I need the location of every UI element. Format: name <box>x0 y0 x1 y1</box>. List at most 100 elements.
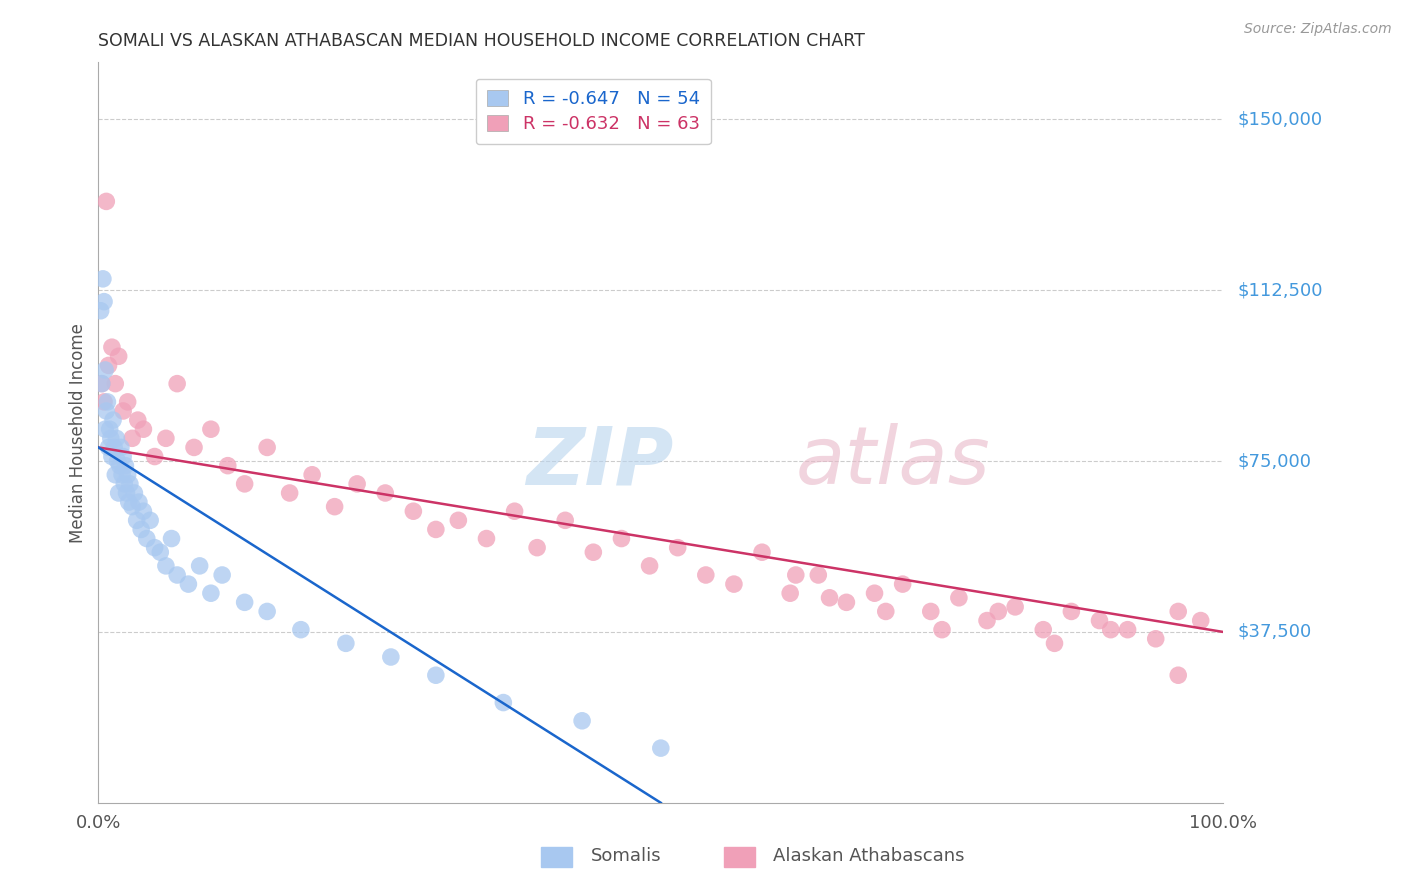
Alaskan Athabascans <box>256 441 278 455</box>
Somalis <box>112 450 135 464</box>
Somalis <box>112 476 135 491</box>
Text: $112,500: $112,500 <box>1237 281 1323 299</box>
Alaskan Athabascans <box>93 395 115 409</box>
Somalis <box>110 441 132 455</box>
Somalis <box>380 650 402 665</box>
Alaskan Athabascans <box>278 486 301 500</box>
Alaskan Athabascans <box>104 376 127 391</box>
Alaskan Athabascans <box>475 532 498 546</box>
Alaskan Athabascans <box>217 458 239 473</box>
Alaskan Athabascans <box>554 513 576 527</box>
Somalis <box>111 467 134 482</box>
Alaskan Athabascans <box>582 545 605 559</box>
Alaskan Athabascans <box>526 541 548 555</box>
Alaskan Athabascans <box>666 541 689 555</box>
Somalis <box>149 545 172 559</box>
Somalis <box>100 431 122 445</box>
Somalis <box>143 541 166 555</box>
Alaskan Athabascans <box>425 523 447 537</box>
Alaskan Athabascans <box>107 349 129 363</box>
Somalis <box>188 558 211 573</box>
Somalis <box>128 495 150 509</box>
Alaskan Athabascans <box>1144 632 1167 646</box>
Somalis <box>96 404 118 418</box>
Alaskan Athabascans <box>503 504 526 518</box>
Alaskan Athabascans <box>200 422 222 436</box>
Alaskan Athabascans <box>121 431 143 445</box>
Alaskan Athabascans <box>818 591 841 605</box>
Y-axis label: Median Household Income: Median Household Income <box>69 323 87 542</box>
Somalis <box>425 668 447 682</box>
Alaskan Athabascans <box>785 568 807 582</box>
Somalis <box>107 454 129 468</box>
Somalis <box>115 486 138 500</box>
Alaskan Athabascans <box>166 376 188 391</box>
Somalis <box>97 441 120 455</box>
Somalis <box>104 467 127 482</box>
Alaskan Athabascans <box>183 441 205 455</box>
Alaskan Athabascans <box>1167 668 1189 682</box>
Somalis <box>125 513 148 527</box>
Alaskan Athabascans <box>891 577 914 591</box>
Alaskan Athabascans <box>155 431 177 445</box>
Text: SOMALI VS ALASKAN ATHABASCAN MEDIAN HOUSEHOLD INCOME CORRELATION CHART: SOMALI VS ALASKAN ATHABASCAN MEDIAN HOUS… <box>98 32 865 50</box>
Text: $37,500: $37,500 <box>1237 623 1312 641</box>
Somalis <box>129 523 152 537</box>
Somalis <box>107 486 129 500</box>
Alaskan Athabascans <box>1043 636 1066 650</box>
Somalis <box>114 458 136 473</box>
Somalis <box>200 586 222 600</box>
Text: atlas: atlas <box>796 423 991 501</box>
Somalis <box>98 422 121 436</box>
Somalis <box>650 741 672 756</box>
Text: $75,000: $75,000 <box>1237 452 1312 470</box>
Alaskan Athabascans <box>90 376 112 391</box>
Alaskan Athabascans <box>875 604 897 618</box>
Alaskan Athabascans <box>1032 623 1054 637</box>
Somalis <box>121 500 143 514</box>
Somalis <box>91 272 114 286</box>
Alaskan Athabascans <box>233 476 256 491</box>
Somalis <box>139 513 162 527</box>
Text: $150,000: $150,000 <box>1237 111 1322 128</box>
Somalis <box>90 376 112 391</box>
Somalis <box>93 294 115 309</box>
Alaskan Athabascans <box>931 623 953 637</box>
Somalis <box>103 441 125 455</box>
Alaskan Athabascans <box>374 486 396 500</box>
Somalis <box>290 623 312 637</box>
Alaskan Athabascans <box>1060 604 1083 618</box>
Somalis <box>101 450 124 464</box>
Somalis <box>96 395 118 409</box>
Somalis <box>233 595 256 609</box>
Somalis <box>256 604 278 618</box>
Alaskan Athabascans <box>447 513 470 527</box>
Somalis <box>101 413 124 427</box>
Somalis <box>571 714 593 728</box>
Alaskan Athabascans <box>807 568 830 582</box>
Legend: R = -0.647   N = 54, R = -0.632   N = 63: R = -0.647 N = 54, R = -0.632 N = 63 <box>475 78 711 145</box>
Alaskan Athabascans <box>117 395 139 409</box>
Somalis <box>177 577 200 591</box>
Alaskan Athabascans <box>835 595 858 609</box>
Somalis <box>105 431 128 445</box>
Alaskan Athabascans <box>1004 599 1026 614</box>
Alaskan Athabascans <box>112 404 135 418</box>
Alaskan Athabascans <box>987 604 1010 618</box>
Text: Alaskan Athabascans: Alaskan Athabascans <box>773 847 965 865</box>
Somalis <box>108 458 131 473</box>
Alaskan Athabascans <box>976 614 998 628</box>
Alaskan Athabascans <box>1116 623 1139 637</box>
Somalis <box>155 558 177 573</box>
Somalis <box>94 422 117 436</box>
Alaskan Athabascans <box>96 194 118 209</box>
Alaskan Athabascans <box>1088 614 1111 628</box>
Somalis <box>118 495 141 509</box>
Alaskan Athabascans <box>143 450 166 464</box>
Alaskan Athabascans <box>402 504 425 518</box>
Somalis <box>335 636 357 650</box>
Text: Somalis: Somalis <box>591 847 661 865</box>
Somalis <box>166 568 188 582</box>
Alaskan Athabascans <box>1189 614 1212 628</box>
Somalis <box>90 303 112 318</box>
